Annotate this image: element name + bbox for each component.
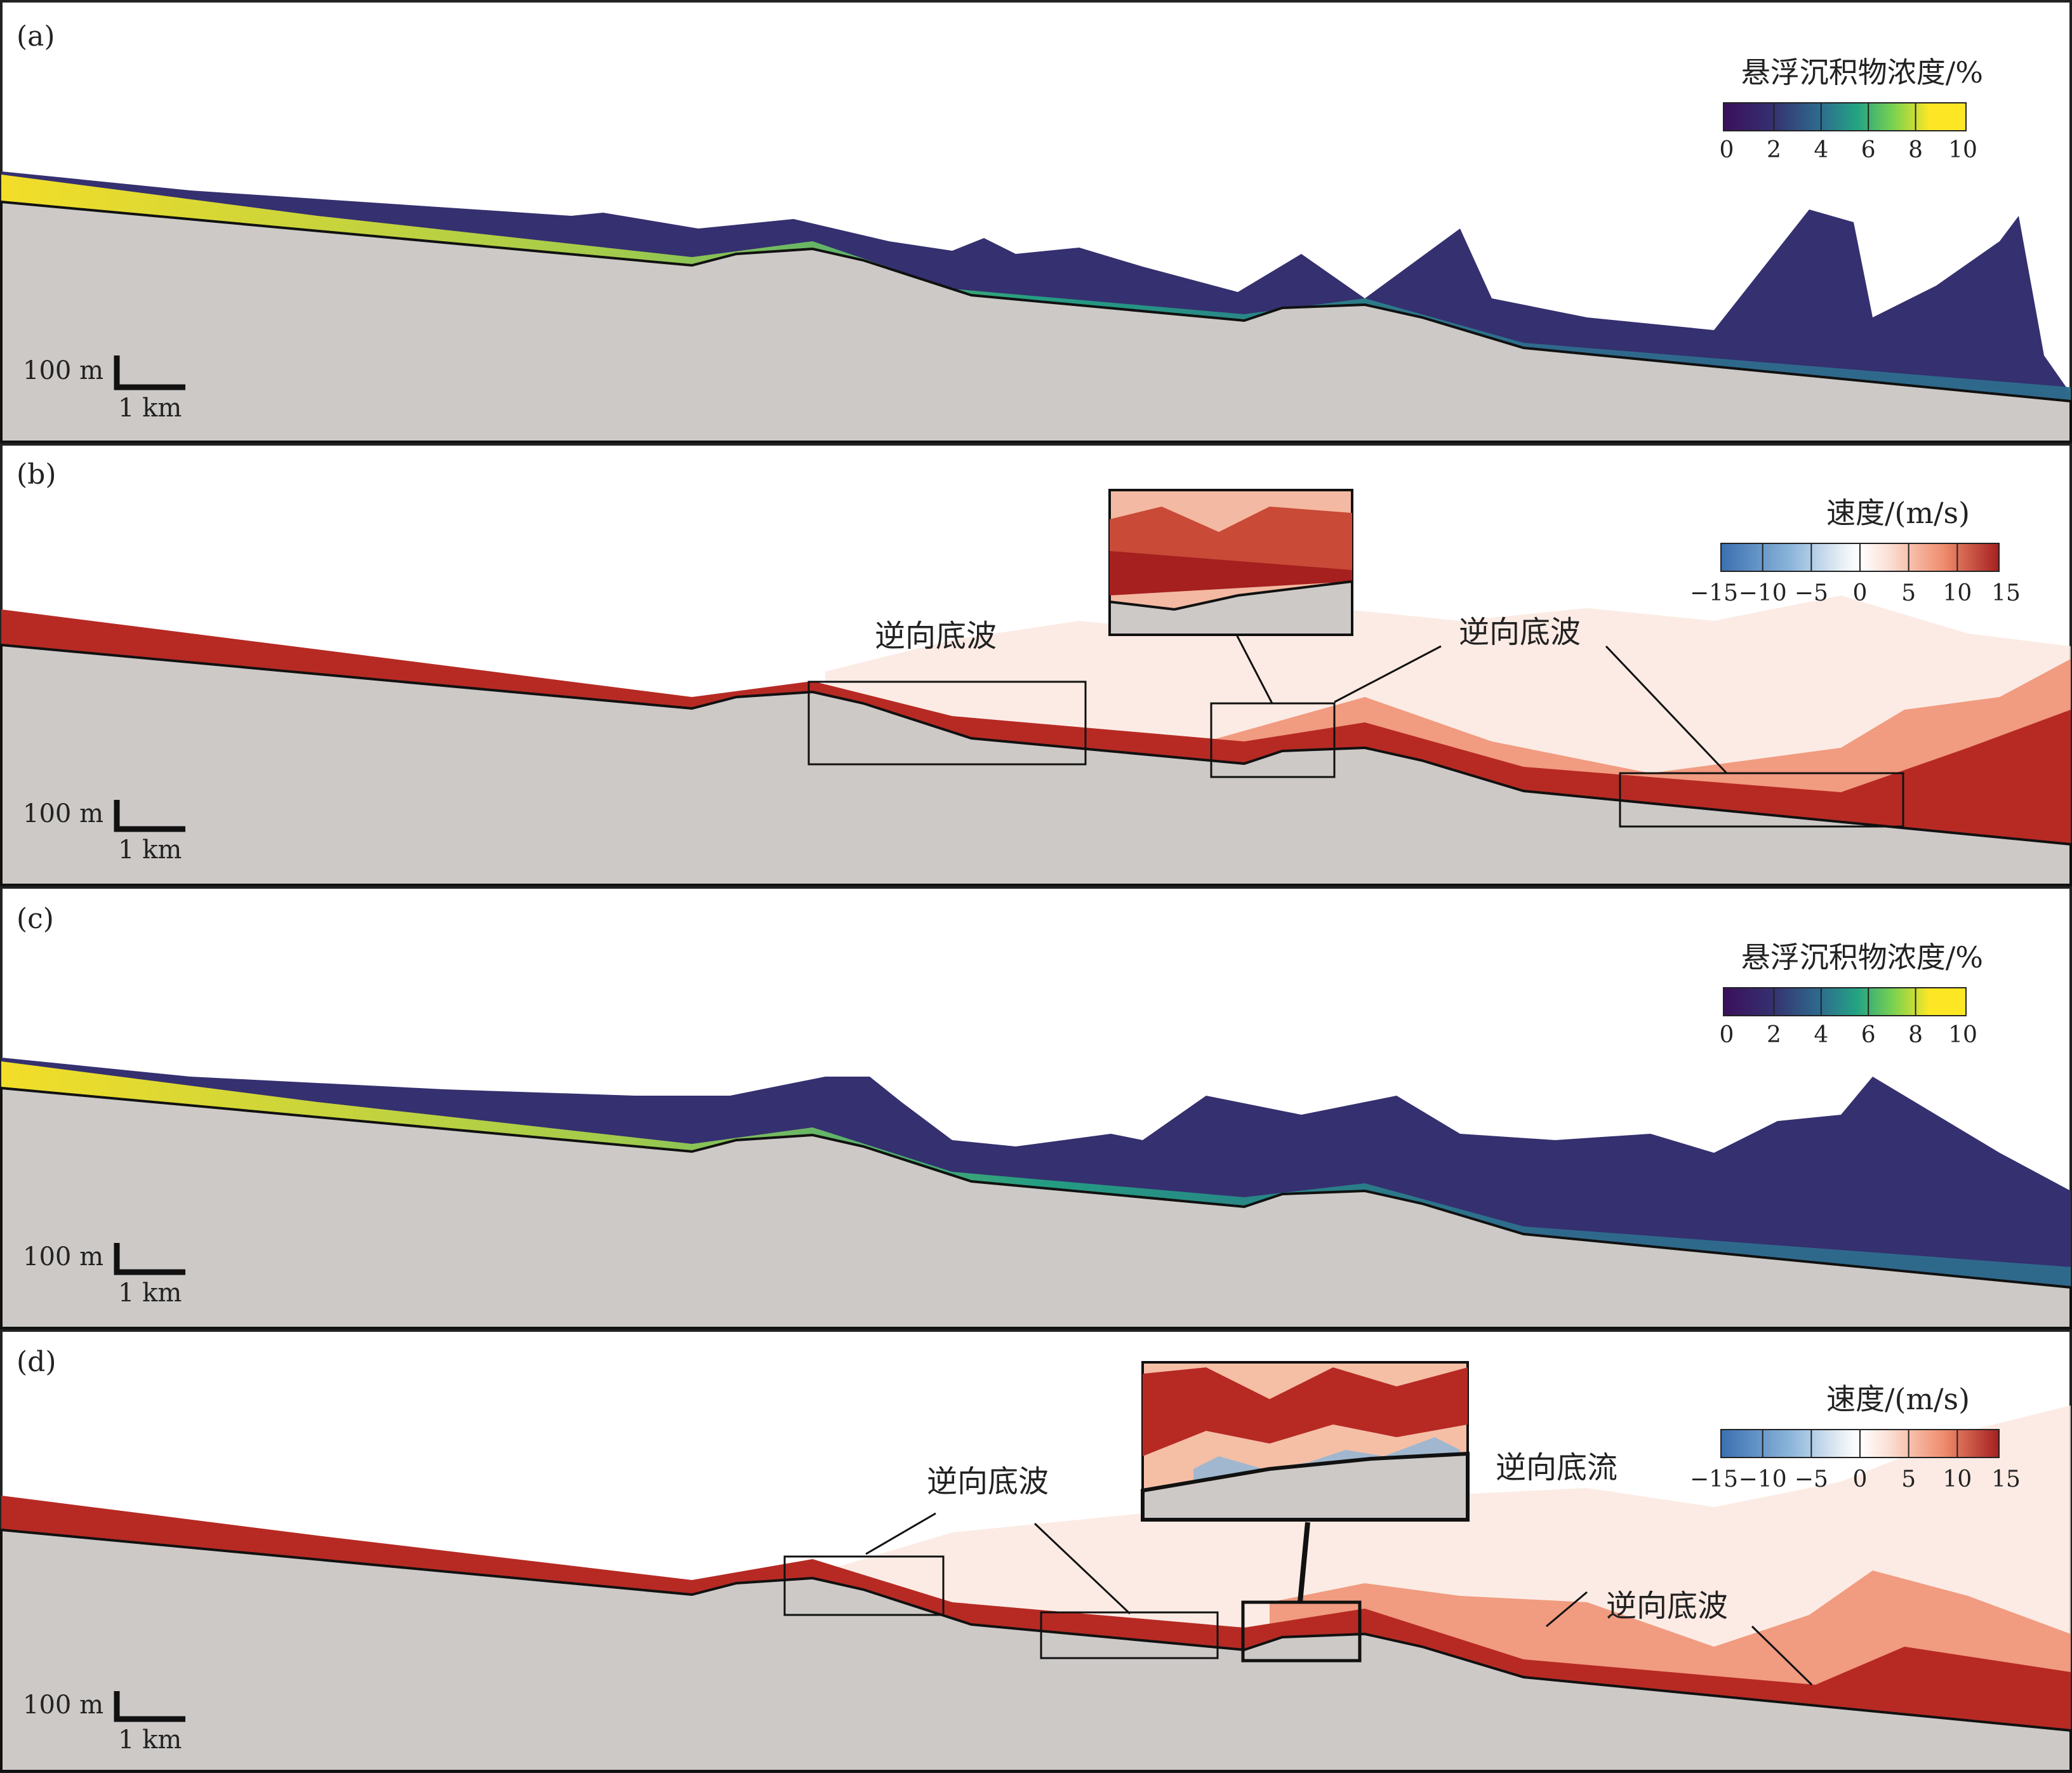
colorbar-title: 速度/(m/s) (1826, 1382, 1970, 1416)
colorbar-tick-label: 4 (1814, 137, 1828, 163)
leader-line (1605, 645, 1728, 774)
scale-vertical-label: 100 m (23, 799, 103, 828)
colorbar-title: 悬浮沉积物浓度/% (1741, 55, 1983, 90)
leader-line (865, 1512, 936, 1555)
zoom-inset (1108, 489, 1353, 636)
annotation-label: 逆向底流 (1496, 1450, 1617, 1485)
panel-label: (b) (17, 458, 56, 491)
scale-horizontal-label: 1 km (118, 835, 182, 865)
colorbar-tick-label: −5 (1795, 580, 1828, 606)
colorbar-tick-label: 5 (1901, 1466, 1916, 1492)
panel-d: (d) 逆向底波 逆向底流 逆向底波 速度/(m/s) −15 −10 −5 0 5 10… (0, 1329, 2072, 1773)
panel-label: (a) (17, 20, 55, 53)
colorbar-tick-label: 2 (1767, 137, 1781, 163)
colorbar-tick-label: 0 (1720, 137, 1734, 163)
bedform-box-2 (1210, 702, 1336, 778)
colorbar-tick-label: 6 (1861, 137, 1876, 163)
colorbar-tick-label: −15 (1690, 580, 1738, 606)
colorbar-tick-label: 4 (1814, 1022, 1828, 1048)
scale-bar: 100 m 1 km (23, 1242, 185, 1308)
colorbar-tick-label: 0 (1853, 1466, 1868, 1492)
leader-line (1751, 1625, 1813, 1686)
bedform-box-3 (1619, 772, 1904, 828)
colorbar-tick-label: 5 (1901, 580, 1916, 606)
colorbar-tick-label: −5 (1795, 1466, 1828, 1492)
scale-horizontal-label: 1 km (118, 1278, 182, 1308)
panel-label: (d) (17, 1346, 56, 1378)
scale-bar: 100 m 1 km (23, 355, 185, 423)
colorbar: 悬浮沉积物浓度/% 0 2 4 6 8 10 (1720, 940, 1983, 1048)
seabed (0, 200, 2072, 443)
seabed (0, 1528, 2072, 1772)
scale-bar: 100 m 1 km (23, 799, 185, 865)
colorbar-tick-label: −10 (1739, 1466, 1787, 1492)
zoom-inset (1141, 1361, 1470, 1522)
leader-line (1546, 1591, 1588, 1628)
colorbar: 速度/(m/s) −15 −10 −5 0 5 10 15 (1690, 1382, 2021, 1492)
colorbar-ramp (1723, 987, 1967, 1016)
colorbar-tick-label: 10 (1948, 137, 1977, 163)
leader-line (1334, 645, 1442, 703)
colorbar-tick-label: 0 (1853, 580, 1868, 606)
colorbar-tick-label: 15 (1991, 1466, 2021, 1492)
leader-line (1298, 1522, 1310, 1603)
scale-vertical-label: 100 m (23, 1242, 103, 1272)
panel-label: (c) (17, 903, 54, 935)
leader-line (1235, 634, 1273, 704)
seabed (0, 1086, 2072, 1329)
colorbar: 悬浮沉积物浓度/% 0 2 4 6 8 10 (1720, 55, 1983, 163)
colorbar-tick-label: 10 (1942, 1466, 1972, 1492)
bedform-box-1 (807, 681, 1087, 766)
colorbar-tick-label: 6 (1861, 1022, 1876, 1048)
scale-vertical-label: 100 m (23, 1690, 103, 1720)
colorbar-ramp (1723, 102, 1967, 131)
scale-horizontal-label: 1 km (118, 1725, 182, 1755)
colorbar: 速度/(m/s) −15 −10 −5 0 5 10 15 (1690, 496, 2021, 606)
colorbar-tick-label: −15 (1690, 1466, 1738, 1492)
panel-a: (a) 悬浮沉积物浓度/% 0 2 4 6 8 10 100 m 1 km (0, 0, 2072, 444)
panel-c: (c) 悬浮沉积物浓度/% 0 2 4 6 8 10 100 m 1 km (0, 886, 2072, 1331)
colorbar-tick-label: 2 (1767, 1022, 1781, 1048)
annotation-label: 逆向底波 (875, 618, 997, 654)
scale-horizontal-label: 1 km (118, 394, 182, 423)
annotation-label: 逆向底波 (927, 1464, 1049, 1499)
colorbar-tick-label: 10 (1942, 580, 1972, 606)
annotation-label: 逆向底波 (1606, 1588, 1728, 1624)
colorbar-tick-label: −10 (1739, 580, 1787, 606)
leader-line (1033, 1522, 1131, 1615)
annotation-label: 逆向底波 (1459, 614, 1581, 650)
colorbar-tick-label: 0 (1720, 1022, 1734, 1048)
colorbar-tick-label: 8 (1908, 137, 1923, 163)
panel-b: (b) 逆向底波 逆向底波 速度/(m/s) −15 −10 −5 0 5 10 15 10… (0, 443, 2072, 886)
colorbar-title: 速度/(m/s) (1826, 496, 1970, 530)
scale-vertical-label: 100 m (23, 356, 103, 385)
scale-bar: 100 m 1 km (23, 1690, 185, 1755)
colorbar-tick-label: 10 (1948, 1022, 1977, 1048)
colorbar-tick-label: 8 (1908, 1022, 1923, 1048)
bedform-box-1 (783, 1555, 945, 1616)
colorbar-title: 悬浮沉积物浓度/% (1741, 940, 1983, 974)
colorbar-tick-label: 15 (1991, 580, 2021, 606)
